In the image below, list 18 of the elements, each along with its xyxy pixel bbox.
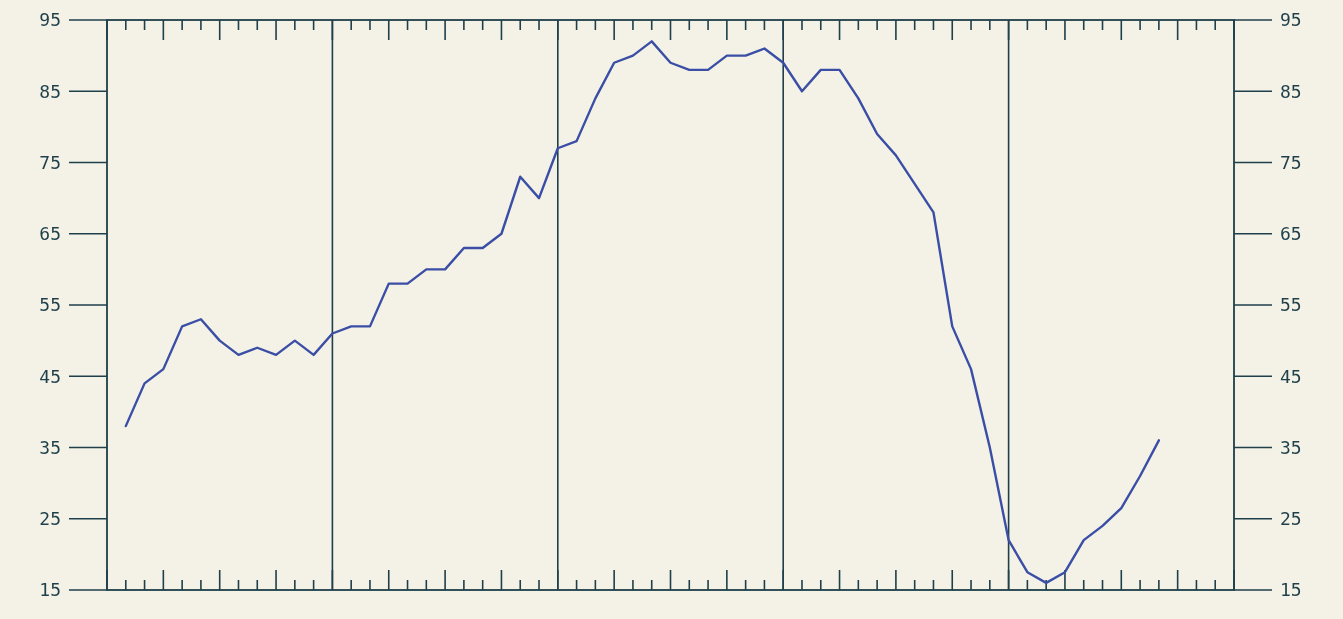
y2-tick-label: 45 [1280, 365, 1302, 387]
y2-tick-label: 15 [1280, 579, 1302, 601]
y-tick-label: 75 [39, 151, 61, 173]
y-tick-label: 65 [39, 223, 61, 245]
y2-tick-label: 85 [1280, 80, 1302, 102]
y2-tick-label: 55 [1280, 294, 1302, 316]
y-tick-label: 55 [39, 294, 61, 316]
y2-tick-label: 65 [1280, 223, 1302, 245]
y-tick-label: 95 [39, 9, 61, 31]
y-tick-label: 85 [39, 80, 61, 102]
y-tick-label: 35 [39, 436, 61, 458]
y2-tick-label: 35 [1280, 436, 1302, 458]
y-tick-label: 45 [39, 365, 61, 387]
y-tick-label: 15 [39, 579, 61, 601]
y-tick-label: 25 [39, 508, 61, 530]
y2-tick-label: 75 [1280, 151, 1302, 173]
y2-tick-label: 95 [1280, 9, 1302, 31]
y2-tick-label: 25 [1280, 508, 1302, 530]
